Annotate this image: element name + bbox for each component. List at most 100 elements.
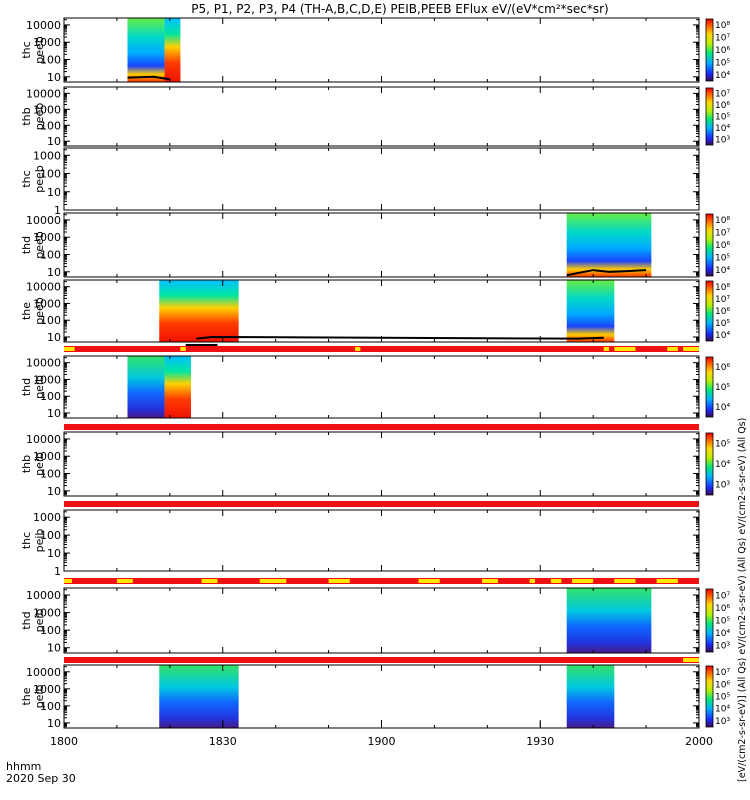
panel-frame [63, 147, 700, 211]
y-tick-label: 1000 [33, 607, 61, 620]
y-tick-label: 1000 [33, 36, 61, 49]
y-tick-label: 10 [47, 407, 61, 420]
colorbar-tick-label: 10⁶ [715, 307, 730, 317]
colorbar [705, 588, 714, 653]
y-tick-label: 10000 [26, 589, 61, 602]
panel-label: peeb [33, 165, 46, 193]
units-label: [eV/(cm2-s-sr-eV)] (All Qs) eV/(cm2-s-sr… [737, 418, 748, 782]
y-tick-label: 10000 [26, 357, 61, 370]
colorbar [705, 213, 714, 277]
colorbar-tick-label: 10⁴ [715, 403, 730, 413]
panel-label: thd [20, 378, 33, 396]
y-tick-label: 10 [47, 266, 61, 279]
colorbar [705, 356, 714, 418]
y-tick-label: 10000 [26, 87, 61, 100]
flag-segment [418, 579, 440, 583]
colorbar-tick-label: 10⁶ [715, 101, 730, 111]
colorbar-tick-label: 10⁴ [715, 629, 730, 639]
panel-frame [63, 86, 700, 147]
colorbar-tick-label: 10⁵ [715, 383, 730, 393]
panel-label: peeb [33, 103, 46, 131]
y-tick-label: 10000 [26, 19, 61, 32]
flag-bar [64, 344, 699, 352]
spectrogram-block [566, 280, 615, 342]
panel-label: thc [20, 170, 33, 187]
colorbar-tick-label: 10⁸ [715, 21, 730, 31]
y-tick-label: 10 [47, 485, 61, 498]
colorbar-tick-label: 10⁶ [715, 46, 730, 56]
y-tick-label: 10 [47, 547, 61, 560]
colorbar [705, 280, 714, 342]
flag-segment [572, 579, 594, 583]
panel-label: peeb [33, 36, 46, 64]
flag-bar-base [64, 657, 699, 663]
flag-segment [683, 658, 699, 662]
y-tick-label: 10000 [26, 433, 61, 446]
spectrogram-block [164, 18, 181, 82]
y-tick-label: 10 [47, 71, 61, 84]
y-tick-label: 10 [47, 717, 61, 730]
density-trace [566, 269, 647, 277]
flag-segment [683, 347, 699, 351]
colorbar-tick-label: 10⁷ [715, 34, 730, 44]
colorbar-tick-label: 10⁴ [715, 71, 730, 81]
flag-bar [64, 424, 699, 430]
spectrogram-block [164, 356, 191, 418]
spectrogram-block [159, 665, 239, 728]
colorbar-tick-label: 10⁵ [715, 693, 730, 703]
flag-segment [355, 347, 361, 351]
spectrogram-block [159, 280, 239, 342]
flag-bar-base [64, 501, 699, 507]
panel-label: peeb [33, 297, 46, 325]
flag-segment [64, 347, 75, 351]
x-axis: 1800 1830 1900 1930 2000 [50, 18, 713, 748]
flag-segment [116, 579, 133, 583]
colorbar-tick-label: 10⁸ [715, 216, 730, 226]
panel: 10 100 1000 10000 the peeb 10⁴ 10⁵ 10⁶ 10⁷ 10⁸ [20, 279, 730, 344]
y-tick-label: 100 [40, 390, 61, 403]
flag-bar-base [64, 346, 699, 352]
flag-bar-base [64, 578, 699, 584]
flag-segment [482, 579, 498, 583]
spectrogram-block [566, 588, 652, 653]
flag-segment [667, 347, 678, 351]
colorbar-tick-label: 10⁴ [715, 331, 730, 341]
y-tick-label: 10000 [26, 666, 61, 679]
flag-segment [529, 579, 535, 583]
y-tick-label: 100 [40, 529, 61, 542]
y-tick-label: 10 [47, 186, 61, 199]
y-tick-label: 10000 [26, 281, 61, 294]
y-tick-label: 1000 [33, 231, 61, 244]
colorbar-tick-label: 10⁵ [715, 113, 730, 123]
colorbar-tick-label: 10³ [715, 717, 730, 727]
colorbar-tick-label: 10⁴ [715, 124, 730, 134]
y-tick-label: 1000 [33, 103, 61, 116]
time-format-label: hhmm [6, 760, 41, 773]
flag-bar-base [64, 424, 699, 430]
panel-label: thd [20, 611, 33, 629]
flag-segment [550, 579, 562, 583]
flag-segment [64, 579, 72, 583]
panel-label: peib [33, 529, 46, 553]
panel-label: thb [20, 455, 33, 473]
colorbar-tick-label: 10⁵ [715, 617, 730, 627]
y-tick-label: 100 [40, 119, 61, 132]
spectrogram-block [566, 665, 615, 728]
y-tick-label: 10 [47, 135, 61, 148]
y-tick-label: 100 [40, 468, 61, 481]
x-tick-label: 2000 [685, 735, 713, 748]
y-tick-label: 100 [40, 624, 61, 637]
colorbar-tick-label: 10⁶ [715, 363, 730, 373]
density-trace [196, 335, 604, 340]
date-label: 2020 Sep 30 [6, 772, 76, 785]
colorbar [705, 87, 714, 146]
x-tick-label: 1900 [368, 735, 396, 748]
colorbar-tick-label: 10⁷ [715, 229, 730, 239]
panel-label: peeb [33, 231, 46, 259]
y-tick-label: 1000 [33, 683, 61, 696]
flag-bar [64, 578, 699, 584]
colorbar-tick-label: 10³ [715, 642, 730, 652]
flag-bar [64, 657, 699, 663]
